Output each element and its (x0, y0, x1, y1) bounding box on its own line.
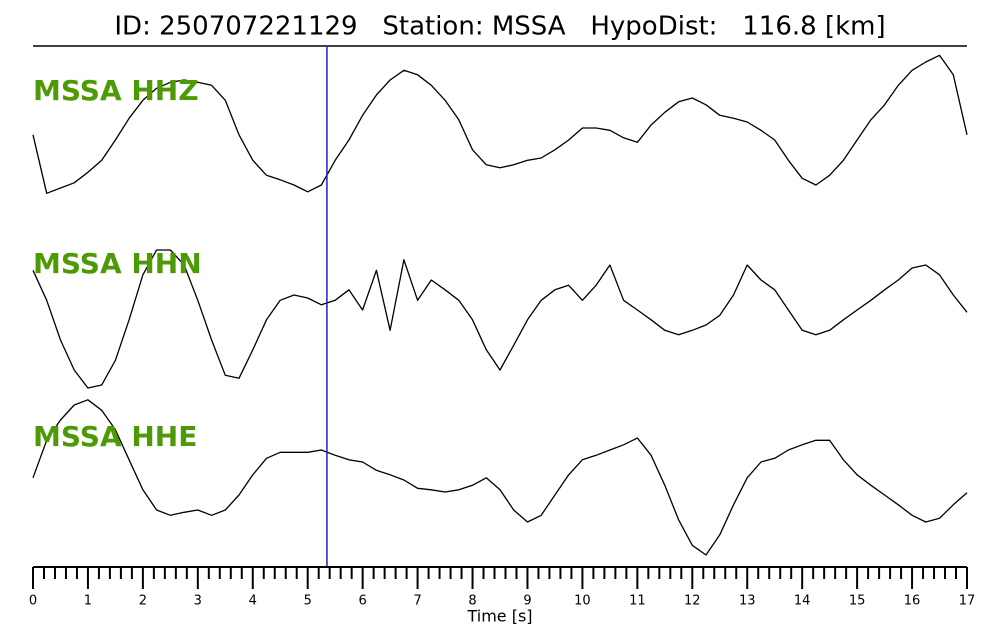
trace (32, 249, 968, 389)
x-tick-label: 9 (523, 594, 531, 609)
x-tick-label: 12 (684, 594, 701, 609)
x-tick-label: 6 (359, 594, 367, 609)
x-axis-label: Time [s] (466, 607, 532, 626)
x-tick-label: 3 (194, 594, 202, 609)
x-tick-label: 4 (249, 594, 257, 609)
x-tick-label: 1 (84, 594, 92, 609)
x-tick-label: 16 (904, 594, 921, 609)
trace-label: MSSA HHZ (33, 74, 199, 107)
x-tick-label: 0 (29, 594, 37, 609)
x-tick-label: 17 (959, 594, 976, 609)
x-tick-label: 8 (468, 594, 476, 609)
x-tick-label: 14 (794, 594, 811, 609)
x-tick-label: 11 (629, 594, 646, 609)
trace-label: MSSA HHN (33, 247, 202, 280)
trace-label: MSSA HHE (33, 420, 197, 453)
x-tick-label: 13 (739, 594, 756, 609)
x-tick-label: 10 (574, 594, 591, 609)
trace (32, 399, 968, 556)
trace (32, 54, 968, 194)
x-tick-label: 5 (304, 594, 312, 609)
chart-title: ID: 250707221129 Station: MSSA HypoDist:… (114, 12, 885, 42)
x-tick-label: 15 (849, 594, 866, 609)
x-tick-label: 2 (139, 594, 147, 609)
x-tick-label: 7 (413, 594, 421, 609)
